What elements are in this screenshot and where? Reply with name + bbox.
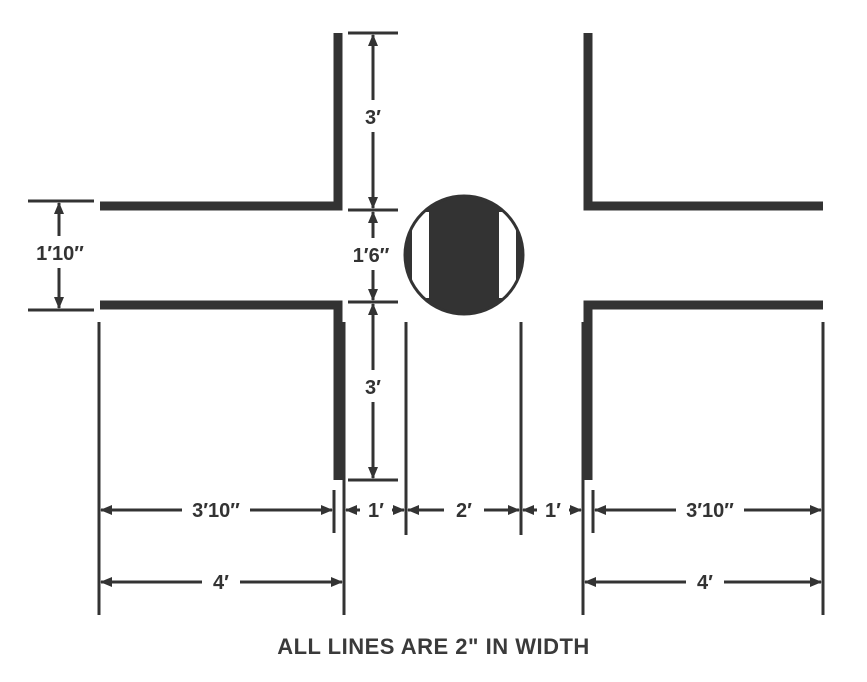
label-outer-right: 4′ [697, 572, 713, 594]
marking-upper-right-corner [583, 33, 823, 211]
circle-symbol [403, 194, 525, 316]
label-offset-left: 1′ [368, 500, 384, 522]
label-inner-left: 3′10″ [192, 500, 240, 522]
label-circle-width: 2′ [456, 500, 472, 522]
caption: ALL LINES ARE 2" IN WIDTH [277, 634, 590, 659]
marking-lower-left-corner [100, 300, 343, 480]
label-arm-width: 1′10″ [36, 243, 84, 265]
label-offset-right: 1′ [545, 500, 561, 522]
marking-upper-left-corner [100, 33, 343, 211]
marking-lower-right-corner [583, 300, 823, 480]
label-inner-right: 3′10″ [686, 500, 734, 522]
label-center-gap: 1′6″ [353, 245, 390, 267]
label-outer-left: 4′ [213, 572, 229, 594]
label-arm-length-bottom: 3′ [365, 377, 381, 399]
label-arm-length-top: 3′ [365, 107, 381, 129]
